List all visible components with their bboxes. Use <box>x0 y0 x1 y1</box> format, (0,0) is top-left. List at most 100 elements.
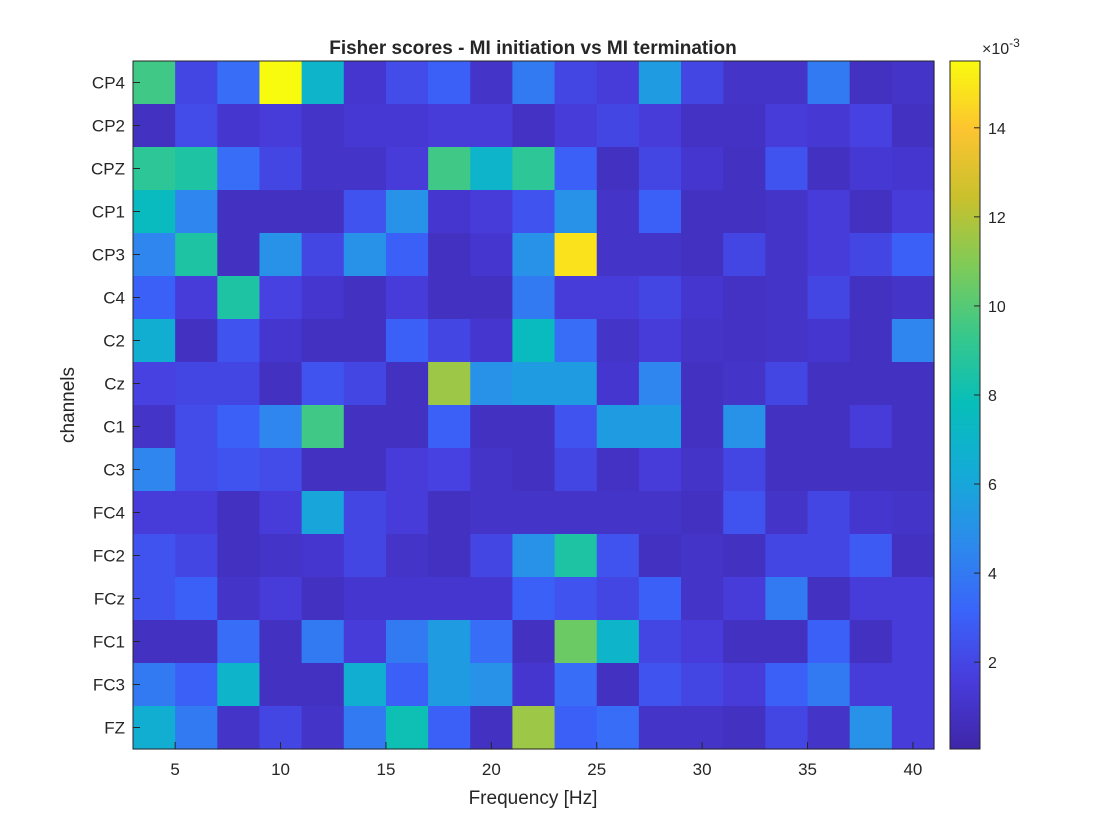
heatmap-cell <box>891 104 935 148</box>
heatmap-cell <box>385 61 429 105</box>
colorbar-tick-label: 2 <box>988 655 997 672</box>
heatmap-cell <box>470 233 514 277</box>
y-tick-label: C3 <box>103 461 125 480</box>
heatmap-cell <box>175 319 218 363</box>
heatmap-cell <box>849 276 893 320</box>
heatmap-cell <box>301 706 345 750</box>
heatmap-cell <box>638 706 682 750</box>
heatmap-cell <box>807 276 851 320</box>
heatmap-cell <box>554 233 598 277</box>
heatmap-cell <box>217 620 261 664</box>
heatmap-cell <box>554 663 598 707</box>
x-tick-label: 25 <box>587 760 606 779</box>
heatmap-cell <box>807 190 851 234</box>
heatmap-cell <box>638 61 682 105</box>
heatmap-cell <box>385 190 429 234</box>
heatmap-cell <box>891 405 935 449</box>
heatmap-cell <box>596 405 640 449</box>
heatmap-cell <box>470 620 514 664</box>
heatmap-cell <box>765 233 809 277</box>
heatmap-cell <box>596 104 640 148</box>
heatmap-cell <box>638 620 682 664</box>
heatmap-cell <box>301 577 345 621</box>
heatmap-cell <box>723 448 766 492</box>
heatmap-cell <box>554 190 598 234</box>
heatmap-cell <box>259 491 303 535</box>
heatmap-cell <box>470 276 514 320</box>
y-tick-label: Cz <box>104 375 125 394</box>
heatmap-cell <box>428 276 471 320</box>
heatmap-cell <box>133 233 176 277</box>
heatmap-cell <box>428 61 471 105</box>
heatmap-cell <box>681 448 724 492</box>
heatmap-cell <box>343 448 387 492</box>
heatmap-cell <box>175 233 218 277</box>
heatmap-cell <box>554 405 598 449</box>
heatmap-cell <box>470 577 514 621</box>
heatmap-cell <box>217 491 261 535</box>
heatmap-cell <box>301 405 345 449</box>
heatmap-cell <box>681 104 724 148</box>
heatmap-cell <box>385 620 429 664</box>
heatmap-cell <box>512 491 556 535</box>
heatmap-cell <box>133 706 176 750</box>
heatmap-cell <box>385 362 429 406</box>
heatmap-cell <box>723 61 766 105</box>
heatmap-cell <box>681 577 724 621</box>
heatmap-cell <box>175 577 218 621</box>
heatmap-cell <box>428 319 471 363</box>
heatmap-cell <box>807 448 851 492</box>
heatmap-cell <box>428 104 471 148</box>
heatmap-cell <box>470 448 514 492</box>
heatmap-cell <box>133 534 176 578</box>
heatmap-cell <box>133 362 176 406</box>
heatmap-cell <box>807 362 851 406</box>
heatmap-cell <box>133 577 176 621</box>
heatmap-cell <box>596 534 640 578</box>
heatmap-cell <box>554 319 598 363</box>
heatmap-cell <box>217 233 261 277</box>
heatmap-cell <box>596 706 640 750</box>
heatmap-cell <box>301 190 345 234</box>
heatmap-cell <box>385 706 429 750</box>
heatmap-cell <box>723 534 766 578</box>
heatmap-cell <box>807 620 851 664</box>
heatmap-cell <box>681 663 724 707</box>
heatmap-cell <box>133 448 176 492</box>
plot-frame <box>132 60 935 750</box>
heatmap-cell <box>807 147 851 191</box>
heatmap-cell <box>849 233 893 277</box>
heatmap-cell <box>133 620 176 664</box>
heatmap-cell <box>385 104 429 148</box>
heatmap-cell <box>385 405 429 449</box>
heatmap-cell <box>470 190 514 234</box>
heatmap-cell <box>765 319 809 363</box>
heatmap-cell <box>596 147 640 191</box>
heatmap-cell <box>723 405 766 449</box>
heatmap-cell <box>596 276 640 320</box>
heatmap-cell <box>554 448 598 492</box>
heatmap-cell <box>175 491 218 535</box>
heatmap-cell <box>765 362 809 406</box>
colorbar-tick-label: 4 <box>988 566 997 583</box>
heatmap-cell <box>217 147 261 191</box>
heatmap-cell <box>301 233 345 277</box>
heatmap-cell <box>723 577 766 621</box>
heatmap-cell <box>765 405 809 449</box>
heatmap-cell <box>638 448 682 492</box>
heatmap-cell <box>638 491 682 535</box>
colorbar-tick-label: 12 <box>988 210 1006 227</box>
heatmap-cell <box>428 706 471 750</box>
heatmap-cell <box>807 534 851 578</box>
heatmap-cell <box>554 147 598 191</box>
x-tick-label: 30 <box>693 760 712 779</box>
y-tick-label: FC1 <box>93 633 125 652</box>
heatmap-cell <box>133 663 176 707</box>
heatmap-cell <box>217 706 261 750</box>
heatmap-cell <box>428 405 471 449</box>
heatmap-cell <box>512 147 556 191</box>
heatmap-cell <box>891 620 935 664</box>
heatmap-cell <box>512 620 556 664</box>
heatmap-cell <box>259 448 303 492</box>
